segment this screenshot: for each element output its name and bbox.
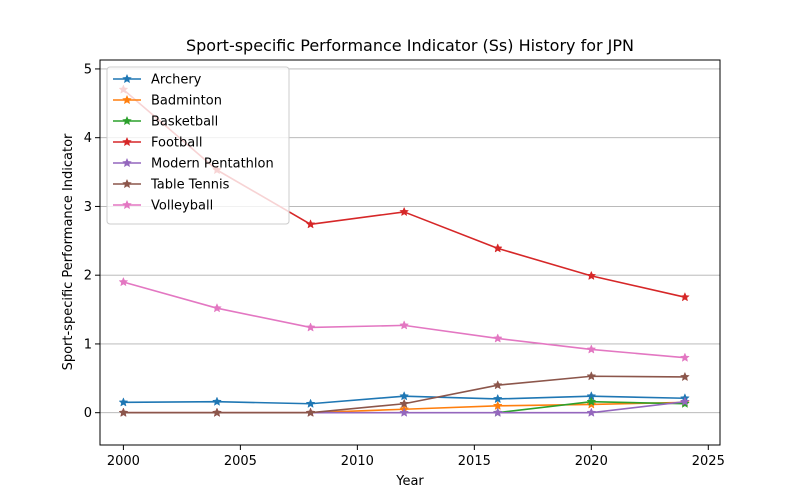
legend-label: Basketball	[151, 115, 218, 130]
legend-label: Football	[151, 136, 202, 151]
data-point-football	[492, 243, 503, 253]
y-axis-ticks: 0 1 2 3 4 5	[84, 62, 100, 421]
y-tick-label: 3	[84, 200, 92, 215]
y-tick-label: 5	[84, 62, 92, 77]
data-point-football	[399, 206, 410, 217]
legend-swatch-marker	[122, 178, 132, 189]
legend-item-archery: Archery	[113, 73, 202, 88]
x-tick-label: 2000	[107, 454, 140, 469]
data-point-table-tennis	[680, 371, 690, 382]
data-point-volleyball	[305, 322, 316, 332]
data-point-table-tennis	[399, 398, 410, 408]
series-table-tennis	[118, 371, 690, 417]
legend-swatch-marker	[122, 157, 132, 168]
data-point-volleyball	[680, 352, 690, 362]
data-point-table-tennis	[212, 407, 222, 417]
legend-item-football: Football	[113, 136, 202, 151]
series-layer	[118, 84, 690, 417]
legend-item-table-tennis: Table Tennis	[113, 178, 230, 193]
data-point-archery	[212, 396, 222, 406]
data-point-table-tennis	[305, 407, 316, 417]
series-archery	[118, 391, 690, 408]
legend: Archery Badminton Basketball Football Modern…	[106, 66, 290, 225]
data-point-modern-pentathlon	[492, 407, 503, 417]
x-tick-label: 2010	[341, 454, 374, 469]
data-point-archery	[305, 398, 316, 408]
data-point-volleyball	[492, 333, 503, 343]
data-point-football	[680, 292, 690, 302]
legend-swatch-marker	[122, 115, 132, 126]
legend-item-volleyball: Volleyball	[113, 199, 213, 214]
legend-swatch-marker	[122, 94, 132, 105]
x-tick-label: 2005	[224, 454, 257, 469]
x-axis-ticks: 2000 2005 2010 2015 2020 2025	[107, 445, 725, 469]
legend-label: Archery	[151, 73, 202, 88]
data-point-badminton	[586, 399, 597, 409]
data-point-basketball	[586, 396, 597, 406]
y-tick-label: 0	[84, 406, 92, 421]
data-point-volleyball	[212, 303, 222, 313]
y-tick-label: 4	[84, 131, 92, 146]
data-point-table-tennis	[118, 407, 129, 417]
x-tick-label: 2015	[458, 454, 491, 469]
y-tick-label: 2	[84, 269, 92, 284]
legend-label: Badminton	[151, 94, 222, 109]
data-point-table-tennis	[492, 380, 503, 390]
data-point-volleyball	[118, 276, 129, 287]
x-axis-label: Year	[395, 474, 424, 489]
legend-label: Modern Pentathlon	[151, 157, 274, 172]
legend-label: Volleyball	[151, 199, 213, 214]
data-point-archery	[118, 397, 129, 407]
data-point-modern-pentathlon	[399, 407, 410, 417]
data-point-modern-pentathlon	[680, 396, 690, 406]
legend-label: Table Tennis	[150, 178, 230, 193]
data-point-volleyball	[399, 320, 410, 330]
plot-frame	[99, 59, 721, 446]
legend-box	[106, 66, 290, 225]
data-point-football	[305, 219, 316, 229]
legend-item-basketball: Basketball	[113, 115, 218, 130]
data-point-football	[586, 270, 597, 281]
legend-swatch-marker	[122, 199, 132, 210]
legend-swatch-marker	[122, 73, 132, 84]
data-point-archery	[399, 391, 410, 401]
chart-title: Sport-specific Performance Indicator (Ss…	[186, 36, 634, 55]
series-volleyball	[118, 276, 690, 362]
data-point-table-tennis	[586, 371, 597, 381]
data-point-volleyball	[586, 344, 597, 354]
data-point-modern-pentathlon	[586, 407, 597, 417]
y-axis-label: Sport-specific Performance Indicator	[61, 133, 76, 370]
x-tick-label: 2025	[692, 454, 725, 469]
legend-item-modern-pentathlon: Modern Pentathlon	[113, 157, 274, 172]
x-tick-label: 2020	[575, 454, 608, 469]
legend-item-badminton: Badminton	[113, 94, 222, 109]
y-tick-label: 1	[84, 337, 92, 352]
legend-swatch-marker	[122, 136, 132, 147]
